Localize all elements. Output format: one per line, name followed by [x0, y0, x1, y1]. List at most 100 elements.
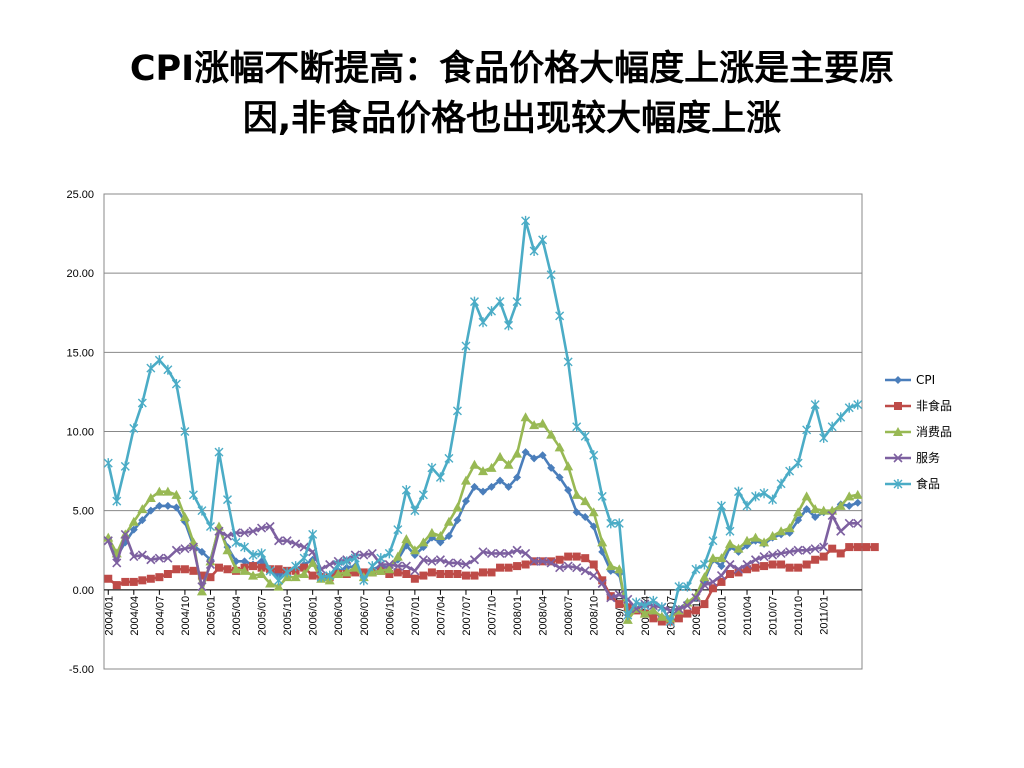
- x-tick-label: 2010/07: [768, 596, 780, 636]
- data-point: [342, 556, 352, 567]
- data-point: [742, 535, 753, 545]
- data-point: [605, 561, 616, 571]
- data-point: [893, 453, 903, 463]
- data-point: [444, 453, 454, 464]
- data-point: [521, 215, 531, 226]
- data-point: [699, 572, 710, 582]
- y-tick-label: 10.00: [66, 427, 94, 439]
- data-point: [810, 504, 821, 514]
- data-point: [137, 504, 148, 514]
- data-point: [768, 494, 778, 505]
- data-point: [811, 555, 820, 564]
- x-tick-label: 2004/04: [129, 596, 141, 636]
- data-point: [734, 568, 743, 577]
- data-point: [751, 563, 760, 572]
- data-point: [333, 569, 344, 578]
- data-point: [393, 561, 403, 571]
- data-point: [436, 570, 445, 578]
- data-point: [725, 570, 734, 578]
- data-point: [555, 310, 565, 321]
- data-point: [699, 559, 709, 570]
- x-tick-label: 2006/10: [384, 596, 396, 636]
- data-point: [495, 451, 506, 461]
- data-point: [716, 500, 726, 511]
- data-point: [844, 402, 854, 413]
- series-line: [107, 450, 859, 620]
- data-point: [486, 462, 497, 472]
- data-point: [128, 516, 139, 526]
- data-point: [580, 566, 590, 576]
- data-point: [894, 402, 902, 410]
- data-point: [392, 551, 403, 561]
- data-point: [180, 426, 190, 437]
- legend-item: 非食品: [885, 398, 952, 413]
- data-point: [716, 553, 727, 563]
- y-tick-label: 25.00: [66, 189, 94, 201]
- data-point: [146, 363, 156, 374]
- data-point: [554, 442, 565, 452]
- data-point: [597, 491, 607, 502]
- data-point: [146, 555, 156, 565]
- data-point: [214, 563, 223, 572]
- data-point: [776, 526, 787, 536]
- data-point: [615, 600, 624, 609]
- data-point: [717, 562, 726, 571]
- data-point: [341, 567, 352, 577]
- data-point: [513, 473, 522, 482]
- x-tick-label: 2008/10: [589, 596, 601, 636]
- data-point: [154, 486, 165, 496]
- data-point: [350, 553, 360, 564]
- data-point: [606, 593, 616, 603]
- data-point: [461, 559, 471, 570]
- x-tick-label: 2010/10: [793, 596, 805, 636]
- data-point: [708, 584, 717, 593]
- data-point: [196, 586, 207, 596]
- x-tick-label: 2007/10: [487, 596, 499, 636]
- data-point: [512, 545, 522, 555]
- x-tick-label: 2004/07: [154, 596, 166, 636]
- data-point: [214, 447, 224, 458]
- data-point: [401, 561, 411, 571]
- data-point: [265, 565, 275, 576]
- x-tick-label: 2011/01: [819, 596, 831, 635]
- data-point: [845, 501, 854, 510]
- x-tick-label: 2006/07: [359, 596, 371, 636]
- data-point: [137, 550, 147, 560]
- data-point: [257, 563, 266, 572]
- x-axis-tick-labels: 2004/01 2004/04 2004/07 2004/10 2005/01 2005/…: [103, 596, 830, 636]
- data-point: [435, 472, 445, 483]
- data-point: [282, 536, 292, 546]
- data-point: [222, 531, 233, 541]
- data-point: [452, 558, 463, 568]
- data-point: [444, 570, 453, 578]
- data-point: [810, 544, 820, 554]
- data-point: [580, 431, 590, 442]
- data-point: [478, 547, 488, 557]
- data-point: [188, 489, 198, 500]
- data-point: [836, 526, 846, 536]
- data-point: [547, 557, 556, 566]
- data-point: [870, 543, 879, 552]
- data-point: [699, 580, 710, 590]
- data-point: [384, 564, 395, 574]
- data-point: [487, 568, 496, 577]
- legend-item: 消费品: [885, 425, 952, 439]
- data-point: [197, 505, 207, 516]
- data-point: [546, 429, 557, 439]
- data-point: [351, 568, 360, 577]
- data-point: [811, 513, 820, 521]
- data-point: [146, 574, 155, 583]
- data-point: [460, 475, 471, 485]
- data-point: [154, 553, 164, 563]
- data-point: [546, 269, 556, 280]
- data-point: [546, 558, 556, 568]
- data-point: [495, 296, 505, 307]
- data-point: [828, 544, 837, 553]
- data-point: [802, 505, 811, 514]
- data-point: [853, 399, 863, 410]
- data-point: [683, 609, 692, 618]
- data-point: [402, 570, 411, 578]
- data-point: [503, 548, 514, 558]
- data-point: [682, 601, 692, 611]
